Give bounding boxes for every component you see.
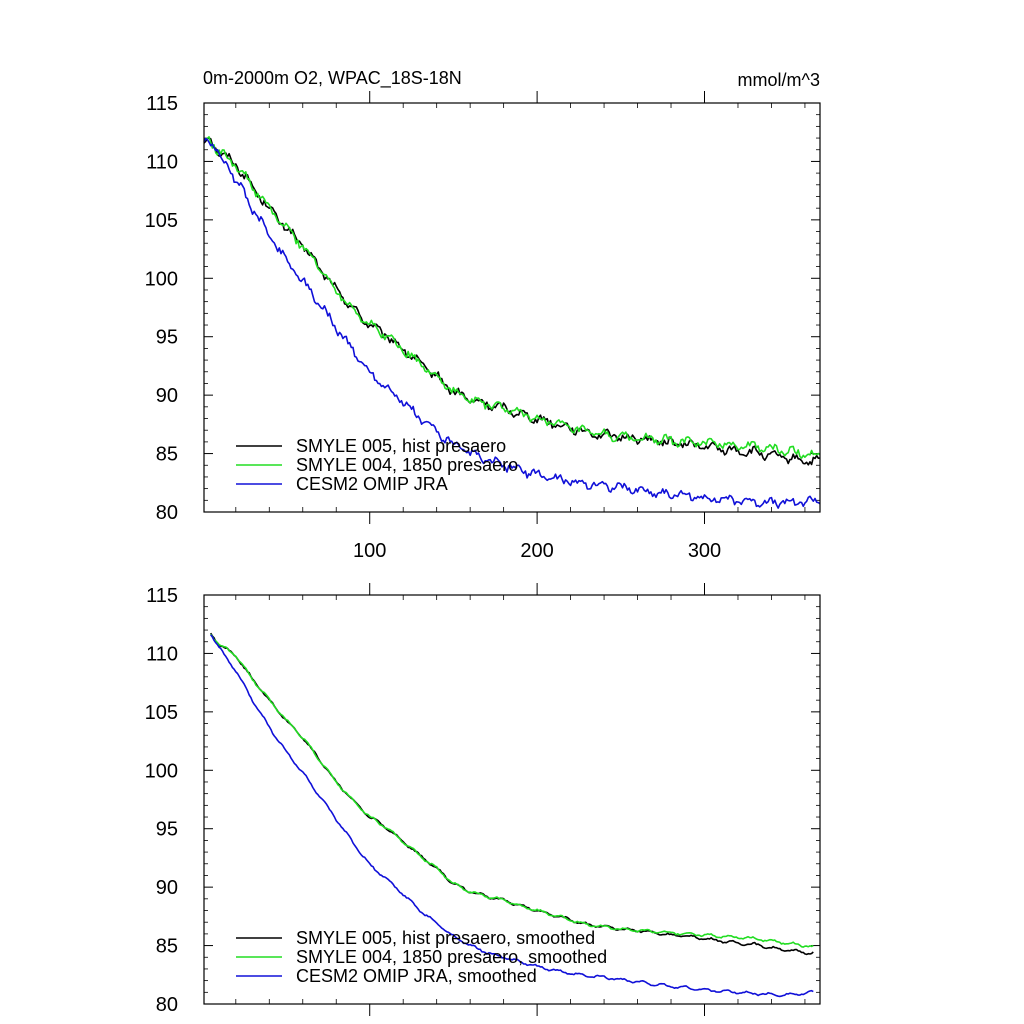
series-line xyxy=(203,137,821,509)
x-tick-label: 100 xyxy=(353,540,386,562)
y-tick-label: 100 xyxy=(145,268,178,290)
plot-frame xyxy=(203,102,821,513)
y-tick-label: 80 xyxy=(156,502,178,524)
series-line xyxy=(203,136,821,459)
y-tick-label: 85 xyxy=(156,444,178,466)
x-tick-label: 300 xyxy=(688,540,721,562)
chart-title: 0m-2000m O2, WPAC_18S-18N xyxy=(203,68,462,89)
legend-label: SMYLE 005, hist presaero, smoothed xyxy=(296,928,595,948)
legend-label: SMYLE 004, 1850 presaero xyxy=(296,455,518,475)
y-tick-label: 85 xyxy=(156,936,178,958)
y-tick-label: 90 xyxy=(156,877,178,899)
axes: 80 85 90 95 100 105 110 115 xyxy=(145,583,820,1016)
legend-label: CESM2 OMIP JRA, smoothed xyxy=(296,966,537,986)
y-tick-label: 100 xyxy=(145,760,178,782)
axes: 80 85 90 95 100 105 110 115 100 200 300 xyxy=(145,91,820,562)
y-tick-label: 110 xyxy=(146,151,178,173)
legend-label: SMYLE 005, hist presaero xyxy=(296,436,506,456)
series-line xyxy=(210,634,814,998)
y-tick-label: 95 xyxy=(156,327,178,349)
y-tick-label: 110 xyxy=(146,643,178,665)
y-tick-label: 105 xyxy=(145,702,178,724)
plot-frame xyxy=(203,594,821,1005)
y-tick-label: 95 xyxy=(156,819,178,841)
legend-label: SMYLE 004, 1850 presaero, smoothed xyxy=(296,947,607,967)
legend: SMYLE 005, hist presaero, smoothedSMYLE … xyxy=(236,928,607,986)
y-tick-label: 115 xyxy=(146,93,178,115)
y-tick-label: 115 xyxy=(146,585,178,607)
series-line xyxy=(210,633,814,948)
bottom-chart-panel: 80 85 90 95 100 105 110 115 SMYLE 005, hist pre… xyxy=(145,583,821,1016)
y-tick-label: 105 xyxy=(145,210,178,232)
y-tick-label: 90 xyxy=(156,385,178,407)
units-label: mmol/m^3 xyxy=(738,70,820,90)
series-line xyxy=(203,137,821,466)
series-group xyxy=(203,136,821,509)
legend-label: CESM2 OMIP JRA xyxy=(296,474,448,494)
y-tick-label: 80 xyxy=(156,994,178,1016)
x-tick-label: 200 xyxy=(520,540,553,562)
series-group xyxy=(210,632,814,998)
top-chart-panel: 0m-2000m O2, WPAC_18S-18N mmol/m^3 80 85 9… xyxy=(145,68,821,562)
